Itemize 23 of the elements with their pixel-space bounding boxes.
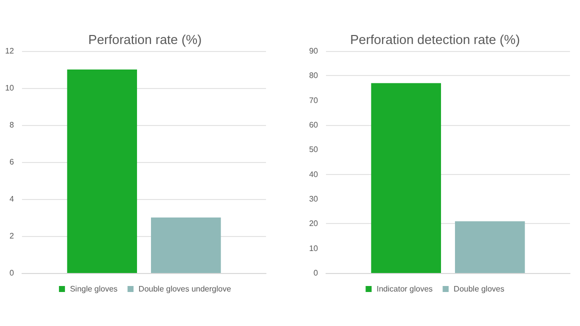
y-tick-label: 12 <box>5 46 15 56</box>
y-tick-label: 0 <box>10 268 15 278</box>
legend-label: Indicator gloves <box>376 284 433 294</box>
legend-label: Single gloves <box>70 284 118 294</box>
legend-label: Double gloves <box>454 284 504 294</box>
legend-label: Double gloves underglove <box>138 284 232 294</box>
y-tick-label: 4 <box>10 194 15 204</box>
y-tick-label: 70 <box>309 96 319 105</box>
y-tick-label: 50 <box>309 145 319 154</box>
y-tick-label: 90 <box>309 46 319 56</box>
y-tick-label: 10 <box>5 84 15 92</box>
y-tick-label: 40 <box>309 170 319 179</box>
y-tick-label: 80 <box>309 71 319 80</box>
chart-title: Perforation rate (%) <box>88 32 202 47</box>
y-tick-label: 0 <box>314 268 319 278</box>
y-tick-label: 2 <box>10 232 15 240</box>
y-tick-label: 30 <box>309 194 319 204</box>
y-tick-label: 60 <box>309 120 319 130</box>
chart-title: Perforation detection rate (%) <box>350 32 520 47</box>
y-tick-label: 10 <box>309 244 319 253</box>
y-tick-label: 6 <box>10 158 15 166</box>
y-tick-label: 8 <box>10 120 15 130</box>
y-tick-label: 20 <box>309 219 319 228</box>
